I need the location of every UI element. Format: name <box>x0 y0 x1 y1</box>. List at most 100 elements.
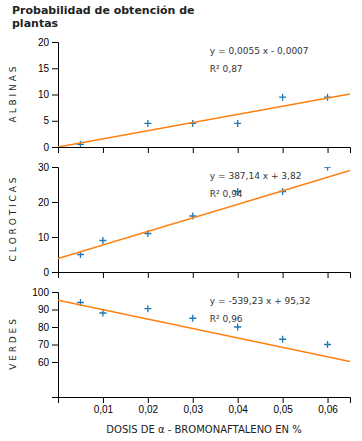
y-tick-label: 70 <box>38 339 50 350</box>
annotation: y = 0,0055 x - 0,0007 <box>210 46 309 56</box>
scatter-point <box>324 341 331 348</box>
annotation: R² 0,96 <box>210 314 243 324</box>
y-tick: 0 <box>43 267 58 278</box>
y-tick: 10 <box>38 89 58 100</box>
x-tick <box>148 147 149 153</box>
x-tick-label: 0,01 <box>94 404 114 415</box>
fit-line <box>58 94 350 147</box>
y-axis-line <box>52 43 59 148</box>
annotation: y = 387,14 x + 3,82 <box>210 171 302 181</box>
y-tick: 20 <box>38 37 58 48</box>
x-tick-mark <box>148 397 149 403</box>
y-tick-mark <box>52 327 58 328</box>
x-tick <box>193 272 194 278</box>
y-tick: 60 <box>38 357 58 368</box>
x-tick-mark <box>283 147 284 153</box>
scatter-point <box>234 120 241 127</box>
x-tick <box>103 272 104 278</box>
x-tick-label: 0,03 <box>184 404 204 415</box>
scatter-point <box>99 237 106 244</box>
y-tick-mark <box>52 292 58 293</box>
y-tick: 100 <box>32 287 58 298</box>
plot-area <box>58 94 350 147</box>
y-tick-label: 90 <box>38 304 50 315</box>
x-axis-line <box>59 273 351 279</box>
x-tick <box>283 272 284 278</box>
y-tick-label: 80 <box>38 322 50 333</box>
y-tick-mark <box>52 68 58 69</box>
y-tick-mark <box>52 95 58 96</box>
x-tick-mark <box>103 272 104 278</box>
x-tick: 0,01 <box>94 397 114 415</box>
y-axis: 05101520 <box>38 37 59 153</box>
figure: 05101520y = 0,0055 x - 0,0007R² 0,87A L … <box>0 0 362 441</box>
y-tick-mark <box>52 42 58 43</box>
plot-area <box>58 299 350 362</box>
panel: 0 10 20 30 y = 387,14 x + 3,82 R² 0,94 C L O R… <box>8 162 351 278</box>
annotation: R² 0,94 <box>210 189 243 199</box>
y-axis-title: A L B I N A S <box>8 66 18 122</box>
scatter-point <box>324 167 331 171</box>
x-tick-mark <box>193 147 194 153</box>
y-tick: 0 <box>43 142 58 153</box>
x-tick-mark <box>283 397 284 403</box>
y-tick-label: 5 <box>43 115 49 126</box>
x-tick-mark <box>328 397 329 403</box>
x-tick-label: 0,05 <box>273 404 293 415</box>
x-tick: 0,06 <box>318 397 338 415</box>
y-tick-label: 10 <box>38 89 50 100</box>
scatter-point <box>279 94 286 101</box>
x-tick-mark <box>283 272 284 278</box>
x-tick <box>238 272 239 278</box>
x-tick-mark <box>238 147 239 153</box>
x-tick: 0,05 <box>273 397 293 415</box>
x-tick-label: 0,04 <box>228 404 248 415</box>
x-axis-title: DOSIS DE α - BROMONAFTALENO EN % <box>106 424 301 435</box>
x-tick-mark <box>328 147 329 153</box>
title: Probabilidad de obtención deplantas <box>12 4 195 30</box>
x-axis-line <box>59 148 351 154</box>
y-tick-label: 30 <box>38 162 50 173</box>
x-tick: 0,02 <box>139 397 159 415</box>
x-tick <box>283 147 284 153</box>
x-tick <box>328 147 329 153</box>
x-tick <box>193 147 194 153</box>
scatter-point <box>279 336 286 343</box>
y-axis-title: V E R D E S <box>8 319 18 370</box>
y-tick-label: 100 <box>32 287 49 298</box>
y-tick-mark <box>52 147 58 148</box>
x-tick-mark <box>238 272 239 278</box>
y-axis-line <box>52 293 59 398</box>
panel: 05101520y = 0,0055 x - 0,0007R² 0,87A L … <box>8 37 351 153</box>
fit-line <box>58 171 350 259</box>
x-tick-mark <box>328 272 329 278</box>
y-tick-label: 20 <box>38 197 50 208</box>
y-tick-mark <box>52 237 58 238</box>
x-tick <box>103 147 104 153</box>
panel: 0,010,020,030,040,050,0660708090100y = -… <box>8 287 351 415</box>
x-axis-line <box>59 398 351 404</box>
y-tick-label: 20 <box>38 37 50 48</box>
y-tick-mark <box>52 167 58 168</box>
y-tick-label: 0 <box>43 142 49 153</box>
fit-line <box>58 300 350 361</box>
x-tick <box>328 272 329 278</box>
y-tick-mark <box>52 345 58 346</box>
x-tick-label: 0,06 <box>318 404 338 415</box>
x-tick: 0,03 <box>184 397 204 415</box>
y-axis-line <box>52 168 59 273</box>
x-tick-mark <box>103 397 104 403</box>
y-axis: 60 70 80 90 100 <box>32 287 58 398</box>
x-tick <box>148 272 149 278</box>
y-axis: 0 10 20 30 <box>38 162 59 278</box>
annotation: R² 0,87 <box>210 64 243 74</box>
x-tick-mark <box>193 272 194 278</box>
scatter-point <box>144 305 151 312</box>
y-tick: 90 <box>38 304 58 315</box>
y-tick: 10 <box>38 232 58 243</box>
y-tick: 30 <box>38 162 58 173</box>
y-tick-label: 60 <box>38 357 50 368</box>
y-axis-title: C L O R O T I C A S <box>8 177 18 261</box>
x-axis <box>59 272 351 278</box>
x-tick <box>238 147 239 153</box>
